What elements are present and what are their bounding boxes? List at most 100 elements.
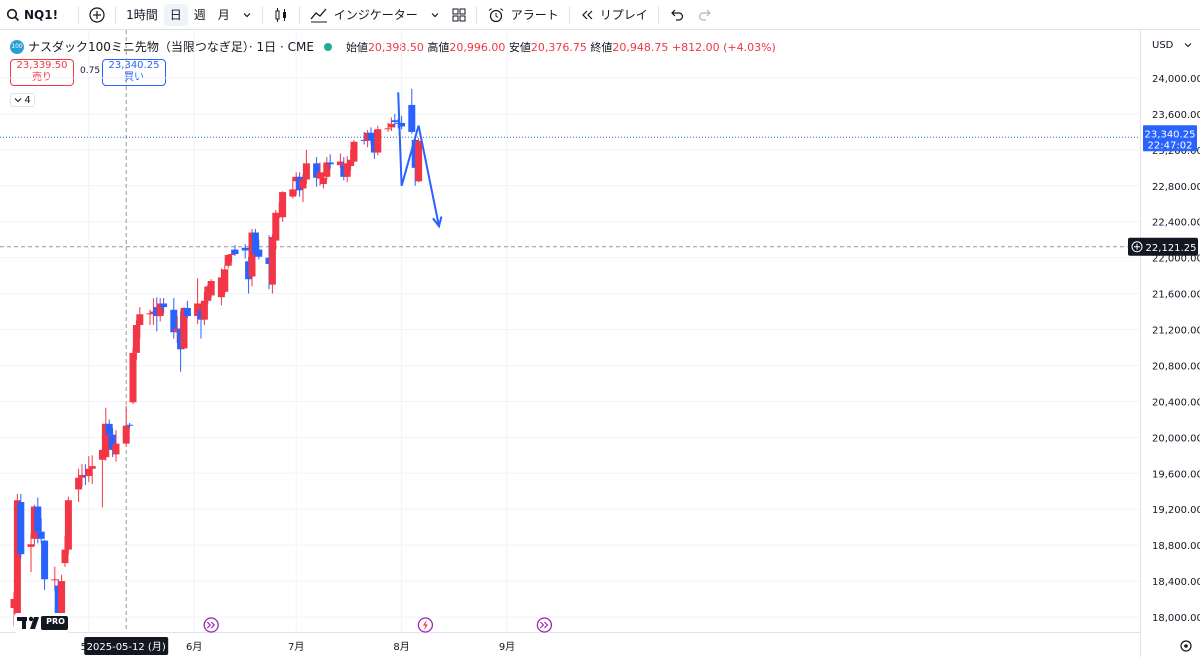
settings-icon[interactable] <box>1180 640 1192 652</box>
crosshair-date-label: 2025-05-12 (月) <box>87 641 166 653</box>
search-icon <box>6 8 20 22</box>
rewind-icon <box>580 9 594 21</box>
symbol-label: NQ1! <box>24 7 59 22</box>
last-price-label-bg <box>1143 125 1197 152</box>
candle-body <box>105 423 113 435</box>
crosshair-date-label-bg <box>84 637 169 655</box>
candle-body <box>75 477 83 490</box>
event-markers[interactable] <box>203 617 553 633</box>
candle-body <box>408 104 416 132</box>
close-label: 終値 <box>590 40 613 54</box>
candle-body <box>136 314 144 326</box>
change-value: +812.00 (+4.03%) <box>671 40 776 54</box>
ohlc-values: 始値20,398.50 高値20,996.00 安値20,376.75 終値20… <box>346 39 776 55</box>
chevron-right-icon <box>543 621 549 629</box>
candle-body <box>146 313 154 315</box>
redo-icon <box>697 8 713 22</box>
price-lines <box>0 30 1140 632</box>
timeframe-day-button[interactable]: 日 <box>163 3 188 26</box>
candle-body <box>180 307 188 349</box>
high-value: 20,996.00 <box>449 40 506 54</box>
candle-body <box>109 434 117 450</box>
price-tick-label: 20,800.00 <box>1152 361 1200 372</box>
price-tick-label: 24,000.00 <box>1152 74 1200 85</box>
market-status-icon[interactable] <box>323 42 332 51</box>
candle-body <box>255 249 263 257</box>
divider <box>78 5 80 24</box>
timeframe-1h-button[interactable]: 1時間 <box>126 8 158 22</box>
indicators-button[interactable]: インジケーター <box>304 0 424 30</box>
indicators-count: 4 <box>24 94 31 106</box>
candle-body <box>384 128 392 130</box>
alert-button[interactable]: アラート <box>481 0 565 30</box>
compare-button[interactable] <box>83 0 111 30</box>
candle-body <box>156 303 164 317</box>
price-tick-label: 22,400.00 <box>1152 218 1200 229</box>
sell-price: 23,339.50 <box>16 60 68 71</box>
symbol-title[interactable]: ナスダック100ミニ先物（当限つなぎ足）· 1日 · CME <box>28 40 314 54</box>
price-axis[interactable]: 24,000.00 23,600.00 23,200.00 22,800.00 22,4… <box>1152 74 1200 624</box>
open-value: 20,398.50 <box>367 40 424 54</box>
candle-body <box>387 123 395 128</box>
indicators-collapse-button[interactable]: 4 <box>10 93 35 107</box>
price-tick-label: 19,200.00 <box>1152 505 1200 516</box>
candle-body <box>207 281 215 296</box>
candle-body <box>58 581 66 625</box>
candle-body <box>336 161 344 166</box>
low-label: 安値 <box>508 40 531 54</box>
tradingview-logo[interactable]: PRO <box>14 613 70 633</box>
last-price-label: 23,340.25 <box>1145 129 1196 140</box>
candle-body <box>319 177 327 185</box>
price-chart[interactable]: 24,000.00 23,600.00 23,200.00 22,800.00 22,4… <box>0 30 1200 657</box>
price-tick-label: 19,600.00 <box>1152 469 1200 480</box>
earnings-event-icon[interactable] <box>536 617 553 633</box>
timeframe-dropdown[interactable] <box>236 0 258 30</box>
candle-body <box>160 303 168 308</box>
redo-button[interactable] <box>691 0 719 30</box>
crosshair-price-label: 22,121.25 <box>1146 243 1197 254</box>
top-toolbar: NQ1! 1時間 日 週 月 インジケーター <box>0 0 1200 30</box>
earnings-event-icon[interactable] <box>203 617 219 633</box>
high-label: 高値 <box>427 40 450 54</box>
chevron-down-icon <box>242 10 252 20</box>
candle-body <box>132 325 140 353</box>
candle-body <box>241 247 249 251</box>
replay-button[interactable]: リプレイ <box>574 0 654 30</box>
price-tick-label: 18,800.00 <box>1152 541 1200 552</box>
price-tick-label: 18,400.00 <box>1152 577 1200 588</box>
candle-body <box>17 502 25 555</box>
timeframe-week-button[interactable]: 週 <box>193 8 206 22</box>
arrow-head[interactable] <box>432 216 443 229</box>
candle-body <box>85 468 93 476</box>
chevron-right-icon <box>210 621 216 629</box>
alarm-clock-icon <box>487 7 505 23</box>
candle-body <box>316 172 324 179</box>
templates-button[interactable] <box>446 0 472 30</box>
buy-price: 23,340.25 <box>108 60 160 71</box>
undo-icon <box>669 8 685 22</box>
undo-button[interactable] <box>663 0 691 30</box>
currency-selector[interactable]: USD <box>1148 36 1196 54</box>
symbol-search[interactable]: NQ1! <box>0 0 64 30</box>
tradingview-logo-mark <box>14 613 70 633</box>
price-tick-label: 21,600.00 <box>1152 290 1200 301</box>
candlestick-icon <box>273 7 289 23</box>
plus-circle-icon[interactable] <box>1131 241 1143 253</box>
candle-body <box>64 500 72 550</box>
chevron-down-icon <box>1184 41 1192 49</box>
divider <box>568 5 570 24</box>
indicators-dropdown[interactable] <box>424 0 446 30</box>
chart-type-button[interactable] <box>267 0 295 30</box>
currency-label: USD <box>1152 39 1174 51</box>
low-value: 20,376.75 <box>530 40 587 54</box>
candle-body <box>37 531 45 539</box>
candle-body <box>231 249 239 255</box>
bar-countdown-label: 22:47:02 <box>1148 140 1193 151</box>
candle-body <box>289 189 297 197</box>
grid-icon <box>452 8 466 22</box>
trend-drawing[interactable] <box>397 92 443 229</box>
settings-icon-center <box>1184 644 1188 648</box>
trend-path[interactable] <box>397 92 440 227</box>
timeframe-month-button[interactable]: 月 <box>217 8 230 22</box>
